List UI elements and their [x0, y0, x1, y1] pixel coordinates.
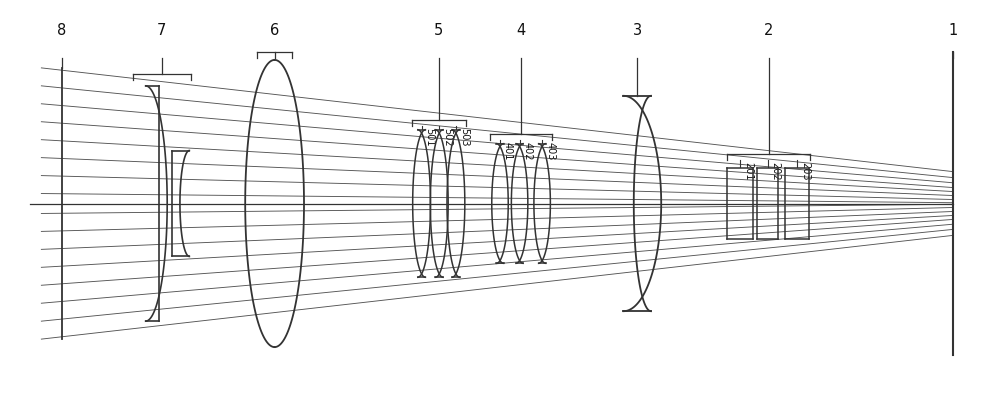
Text: 501: 501	[425, 128, 435, 146]
Text: 402: 402	[523, 142, 533, 160]
Text: 502: 502	[442, 128, 452, 147]
Text: 3: 3	[633, 23, 642, 38]
Text: 2: 2	[764, 23, 773, 38]
Text: 503: 503	[459, 128, 469, 146]
Text: 202: 202	[770, 162, 780, 180]
Text: 203: 203	[800, 162, 810, 180]
Text: 201: 201	[743, 162, 753, 180]
Text: 1: 1	[948, 23, 957, 38]
Text: 403: 403	[545, 142, 555, 160]
Text: 7: 7	[157, 23, 167, 38]
Text: 5: 5	[434, 23, 443, 38]
Text: 401: 401	[503, 142, 513, 160]
Text: 4: 4	[516, 23, 526, 38]
Text: 8: 8	[57, 23, 67, 38]
Text: 6: 6	[270, 23, 279, 38]
